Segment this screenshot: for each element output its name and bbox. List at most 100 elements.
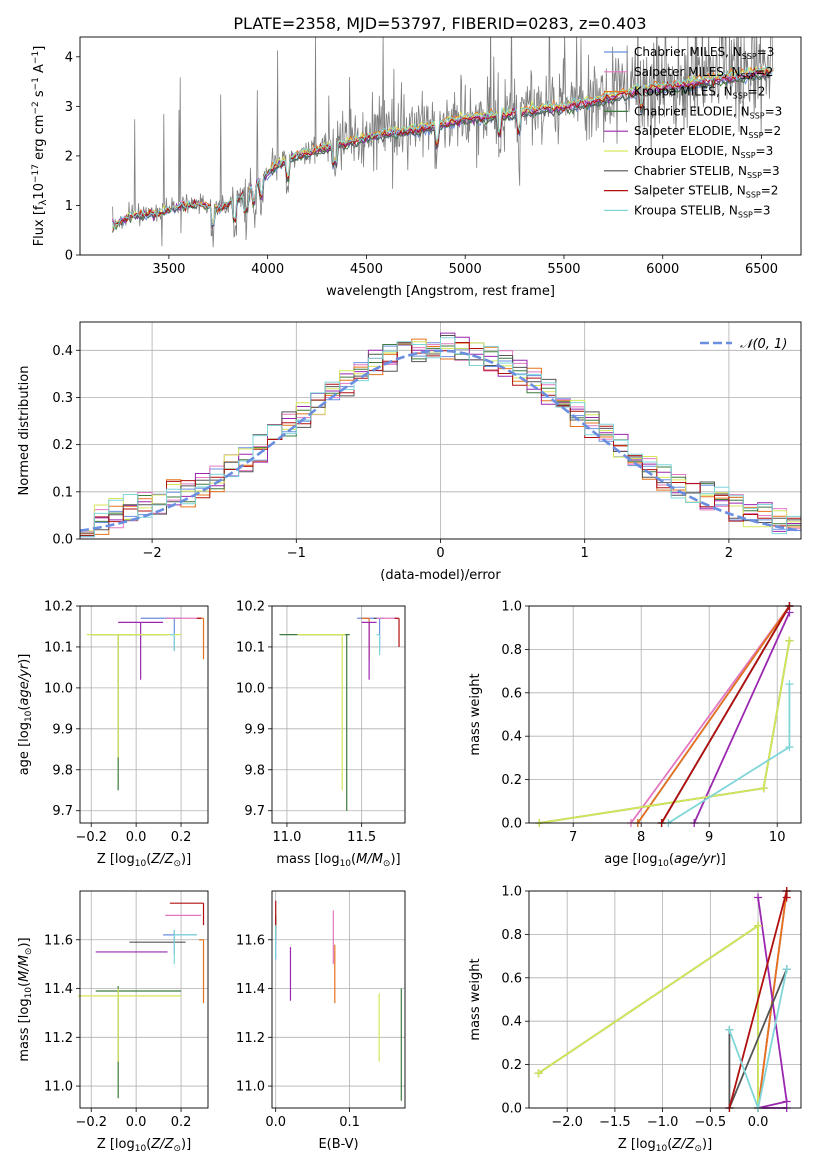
label-part: )] — [181, 852, 191, 867]
legend-text: Salpeter ELODIE, N — [634, 124, 748, 138]
label-part: Z/Z — [150, 852, 174, 867]
label-part: age [log — [604, 852, 657, 867]
line-kroupa-elodie — [537, 924, 759, 1108]
x-tick-label: 5500 — [547, 262, 580, 277]
y-tick-label: 10.2 — [236, 600, 265, 615]
legend-entry: Kroupa STELIB, NSSP=3 — [634, 203, 771, 219]
plot-frame — [79, 36, 802, 256]
label-part: 10 — [340, 859, 352, 869]
line-kroupa-miles — [637, 605, 791, 824]
legend-sub: SSP — [741, 151, 756, 160]
legend-tail: =3 — [765, 104, 783, 118]
marker-salpeter-stelib — [782, 893, 791, 902]
y-tick-label: 10.0 — [44, 681, 73, 696]
y-tick-label: 10.2 — [44, 600, 73, 615]
figure-title: PLATE=2358, MJD=53797, FIBERID=0283, z=0… — [233, 14, 646, 33]
x-axis-label: Z [log10(Z/Z⊙)] — [618, 1137, 712, 1154]
y-tick-label: 0.0 — [52, 533, 73, 548]
x-axis-label: Z [log10(Z/Z⊙)] — [97, 852, 191, 869]
y-axis-label: mass weight — [468, 673, 483, 755]
line-salpeter-miles — [630, 605, 791, 824]
y-tick-label: 3 — [65, 100, 73, 115]
legend-sub: SSP — [748, 131, 763, 140]
line-salpeter-stelib — [660, 605, 791, 824]
y-axis-label: mass [log10(M/M⊙)] — [17, 937, 34, 1061]
legend-text: Chabrier MILES, N — [634, 45, 742, 59]
x-tick-label: 6500 — [745, 262, 778, 277]
legend-sub: SSP — [738, 210, 753, 219]
line-salpeter-elodie — [693, 612, 791, 824]
age-vs-mass-panel: 11.0 11.5 9.7 9.8 9.9 10.0 10.1 10.2 mass [log10… — [236, 600, 406, 869]
legend-tail: =2 — [748, 85, 766, 99]
y-tick-label: 11.0 — [236, 1080, 265, 1095]
label-part: M/M — [17, 955, 32, 982]
label-part: mass weight — [468, 673, 483, 755]
y-tick-label: 10.0 — [236, 681, 265, 696]
legend-sub: SSP — [742, 52, 757, 61]
label-part: ⊙ — [173, 859, 181, 869]
plot-frame — [528, 890, 802, 1109]
y-tick-label: 0.8 — [501, 643, 522, 658]
y-tick-label: 0.0 — [501, 817, 522, 832]
y-tick-label: 10.1 — [236, 640, 265, 655]
legend-entry: 𝒩(0, 1) — [740, 337, 787, 352]
y-tick-label: 4 — [65, 50, 73, 65]
legend-tail: =3 — [756, 144, 774, 158]
label-part: 10 — [657, 859, 669, 869]
label-part: ⊙ — [383, 859, 391, 869]
legend-sub: SSP — [733, 92, 748, 101]
x-tick-label: 2 — [725, 546, 733, 561]
marker-kroupa-stelib — [785, 680, 794, 689]
label-part: s — [32, 90, 47, 101]
legend-entry: Salpeter MILES, NSSP=2 — [634, 65, 773, 81]
label-part: ⊙ — [24, 948, 34, 956]
label-part: Normed distribution — [17, 366, 32, 496]
legend-text: Kroupa ELODIE, N — [634, 144, 741, 158]
legend-tail: =3 — [762, 164, 780, 178]
y-tick-label: 10.1 — [44, 640, 73, 655]
legend-text: Chabrier STELIB, N — [634, 164, 747, 178]
label-part: ( — [146, 1137, 151, 1152]
line-chabrier-elodie — [537, 924, 759, 1108]
plot-frame — [79, 890, 209, 1109]
legend-entry: Salpeter ELODIE, NSSP=2 — [634, 124, 781, 140]
y-tick-label: 0.2 — [501, 1058, 522, 1073]
x-tick-label: 7 — [569, 830, 577, 845]
label-part: A — [32, 64, 47, 77]
x-axis-label: Z [log10(Z/Z⊙)] — [97, 1137, 191, 1154]
label-part: 10 — [24, 710, 34, 722]
label-part: Z/Z — [671, 1137, 695, 1152]
x-tick-label: 0.2 — [171, 830, 192, 845]
label-part: age/yr — [17, 662, 32, 705]
x-axis-label: E(B-V) — [318, 1137, 358, 1152]
legend-tail: =3 — [753, 203, 771, 217]
x-axis-label: (data-model)/error — [380, 568, 501, 583]
model-salpeter-stelib — [112, 67, 773, 230]
legend-tail: =2 — [761, 184, 779, 198]
label-part: ( — [146, 852, 151, 867]
legend-sub: SSP — [747, 171, 762, 180]
label-part: age/yr — [674, 852, 717, 867]
y-tick-label: 1.0 — [501, 600, 522, 615]
label-part: ⊙ — [173, 1144, 181, 1154]
mass-vs-EBV-panel: 0.0 0.1 11.0 11.2 11.4 11.6 E(B-V) — [236, 890, 406, 1152]
label-part: Z [log — [97, 852, 135, 867]
y-tick-label: 0.4 — [501, 1015, 522, 1030]
marker-kroupa-stelib — [782, 965, 791, 974]
y-tick-label: 2 — [65, 149, 73, 164]
label-part: )] — [17, 937, 32, 947]
legend-entry: Kroupa MILES, NSSP=2 — [634, 85, 765, 101]
plot-frame — [271, 605, 406, 824]
x-axis-label: mass [log10(M/M⊙)] — [276, 852, 400, 869]
label-part: 10 — [135, 859, 147, 869]
y-tick-label: 1.0 — [501, 885, 522, 900]
label-part: Z/Z — [150, 1137, 174, 1152]
legend-sub: SSP — [750, 111, 765, 120]
label-part: −17 — [31, 164, 41, 183]
y-tick-label: 11.2 — [44, 1031, 73, 1046]
x-tick-label: −1 — [287, 546, 306, 561]
y-tick-label: 0.8 — [501, 928, 522, 943]
x-tick-label: 0.1 — [339, 1115, 360, 1130]
model-kroupa-stelib — [112, 66, 773, 230]
x-tick-label: 9 — [705, 830, 713, 845]
